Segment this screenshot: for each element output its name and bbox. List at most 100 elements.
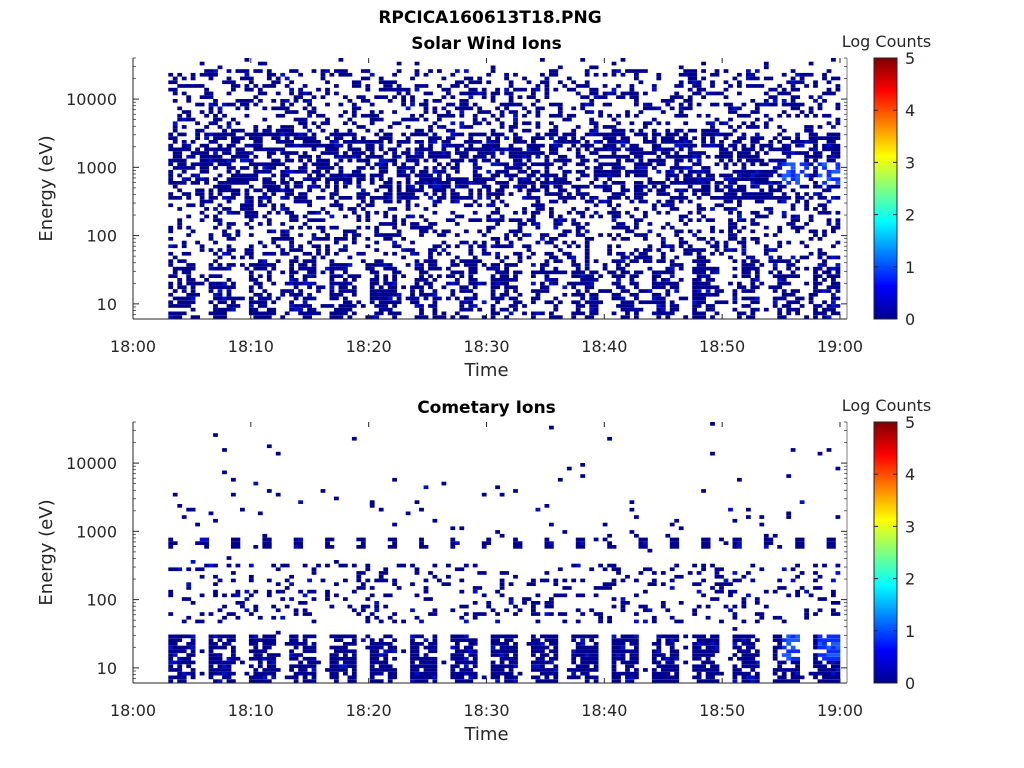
heatmap-cell (683, 196, 689, 200)
heatmap-cell (343, 668, 348, 672)
heatmap-cell (656, 248, 662, 252)
heatmap-cell (602, 263, 608, 267)
heatmap-cell (481, 154, 487, 159)
heatmap-cell (316, 173, 321, 178)
heatmap-cell (620, 132, 626, 137)
heatmap-cell (710, 315, 715, 319)
heatmap-cell (808, 173, 814, 178)
heatmap-cell (414, 285, 420, 290)
heatmap-cell (634, 154, 639, 159)
heatmap-cell (351, 664, 357, 669)
heatmap-cell (750, 259, 756, 263)
heatmap-cell (790, 69, 796, 73)
heatmap-cell (687, 106, 693, 111)
heatmap-cell (710, 304, 715, 308)
heatmap-cell (598, 132, 603, 137)
heatmap-cell (813, 99, 818, 103)
heatmap-cell (378, 169, 384, 174)
heatmap-cell (835, 76, 841, 81)
heatmap-cell (302, 222, 308, 226)
heatmap-cell (831, 91, 836, 96)
heatmap-cell (271, 281, 277, 286)
heatmap-cell (271, 162, 277, 167)
heatmap-cell (723, 80, 729, 85)
heatmap-cell (369, 593, 375, 598)
heatmap-cell (168, 660, 174, 665)
heatmap-cell (360, 177, 366, 181)
heatmap-cell (222, 233, 227, 237)
heatmap-cell (280, 237, 286, 241)
heatmap-cell (392, 311, 397, 316)
heatmap-cell (414, 151, 420, 155)
heatmap-cell (737, 177, 742, 181)
heatmap-cell (414, 259, 420, 263)
heatmap-cell (293, 199, 299, 204)
heatmap-cell (311, 656, 317, 661)
heatmap-cell (741, 184, 747, 189)
heatmap-cell (289, 69, 294, 73)
heatmap-cell (660, 225, 666, 230)
heatmap-cell (289, 140, 294, 144)
heatmap-cell (396, 91, 402, 96)
heatmap-cell (490, 147, 496, 152)
heatmap-cell (786, 169, 792, 174)
heatmap-cell (490, 113, 496, 118)
heatmap-cell (396, 563, 402, 568)
heatmap-cell (463, 106, 469, 111)
heatmap-cell (817, 106, 823, 111)
heatmap-cell (190, 278, 196, 282)
heatmap-cell (522, 151, 527, 155)
heatmap-cell (298, 225, 303, 230)
heatmap-cell (696, 151, 702, 155)
heatmap-cell (616, 181, 621, 185)
heatmap-cell (450, 121, 456, 126)
heatmap-cell (266, 671, 272, 676)
heatmap-cell (244, 151, 250, 155)
heatmap-cell (392, 522, 397, 527)
heatmap-cell (387, 642, 393, 646)
heatmap-cell (651, 292, 657, 297)
heatmap-cell (674, 91, 680, 96)
heatmap-cell (222, 448, 227, 452)
heatmap-cell (204, 162, 209, 167)
heatmap-cell (795, 140, 800, 144)
heatmap-cell (383, 237, 389, 241)
heatmap-cell (589, 307, 595, 312)
heatmap-cell (750, 210, 756, 215)
heatmap-cell (217, 668, 223, 672)
heatmap-cell (737, 106, 742, 111)
heatmap-cell (656, 292, 662, 297)
heatmap-cell (190, 166, 196, 170)
heatmap-cell (831, 140, 836, 144)
heatmap-cell (208, 649, 214, 654)
heatmap-cell (257, 300, 263, 305)
heatmap-cell (643, 259, 648, 263)
heatmap-cell (669, 285, 675, 290)
heatmap-cell (468, 192, 474, 196)
heatmap-cell (495, 244, 500, 249)
heatmap-cell (723, 166, 729, 170)
heatmap-cell (177, 151, 183, 155)
heatmap-cell (674, 255, 680, 260)
heatmap-cell (719, 181, 724, 185)
heatmap-cell (240, 604, 245, 609)
heatmap-cell (616, 304, 621, 308)
heatmap-cell (544, 233, 550, 237)
heatmap-cell (437, 117, 442, 122)
heatmap-cell (562, 154, 568, 159)
heatmap-cell (535, 222, 541, 226)
heatmap-cell (660, 184, 666, 189)
heatmap-cell (647, 244, 653, 249)
heatmap-cell (360, 158, 366, 163)
heatmap-cell (338, 263, 344, 267)
heatmap-cell (732, 266, 738, 271)
heatmap-cell (822, 113, 827, 118)
heatmap-cell (387, 222, 393, 226)
heatmap-cell (522, 177, 527, 181)
heatmap-cell (562, 84, 568, 88)
heatmap-cell (450, 315, 456, 319)
heatmap-cell (199, 196, 205, 200)
heatmap-cell (266, 634, 272, 639)
heatmap-cell (325, 668, 330, 672)
